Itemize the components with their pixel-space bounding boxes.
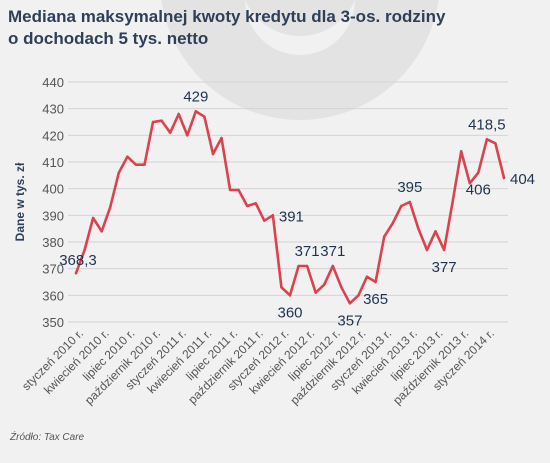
data-point <box>323 283 326 286</box>
data-point <box>117 171 121 174</box>
data-point <box>340 286 343 289</box>
data-point <box>177 112 180 116</box>
data-point <box>160 119 163 122</box>
data-point <box>211 152 215 156</box>
data-point <box>391 222 394 225</box>
data-point <box>100 230 103 233</box>
data-point <box>442 248 446 252</box>
data-point <box>246 204 249 208</box>
data-label: 371 <box>295 243 320 260</box>
data-label: 395 <box>397 179 422 196</box>
data-point <box>263 219 266 222</box>
data-point <box>400 204 403 208</box>
chart-title: Mediana maksymalnej kwoty kredytu dla 3-… <box>8 6 478 50</box>
data-point <box>357 294 360 297</box>
data-point <box>331 264 334 268</box>
data-point <box>203 115 206 118</box>
data-point <box>305 264 309 268</box>
data-point <box>109 206 112 209</box>
data-point <box>468 182 471 185</box>
data-point <box>220 136 223 140</box>
data-label: 371 <box>320 243 345 260</box>
data-point <box>126 155 129 158</box>
data-point <box>83 248 86 252</box>
data-label: 429 <box>183 88 208 105</box>
data-point <box>382 235 386 238</box>
data-label: 360 <box>277 304 302 321</box>
data-point <box>365 275 369 278</box>
y-tick-label: 390 <box>42 208 64 223</box>
data-point <box>194 110 198 113</box>
data-point <box>460 150 463 153</box>
data-label: 368,3 <box>59 252 97 269</box>
data-point <box>143 163 146 166</box>
data-point <box>374 280 377 284</box>
data-label: 406 <box>466 182 491 199</box>
y-tick-label: 440 <box>42 75 64 90</box>
y-tick-label: 360 <box>42 288 64 303</box>
data-label: 377 <box>432 259 457 276</box>
data-point <box>228 188 232 192</box>
y-tick-label: 420 <box>42 128 64 143</box>
data-point <box>502 176 506 180</box>
y-tick-label: 400 <box>42 182 64 197</box>
data-point <box>186 134 189 137</box>
data-point <box>168 131 172 134</box>
y-tick-label: 430 <box>42 102 64 117</box>
y-tick-label: 380 <box>42 235 64 250</box>
source-note: Źródło: Tax Care <box>10 432 85 443</box>
data-point <box>348 302 352 305</box>
data-point <box>434 230 437 233</box>
data-point <box>477 171 480 174</box>
data-point <box>254 202 257 205</box>
data-point <box>280 286 283 289</box>
y-tick-label: 410 <box>42 155 64 170</box>
y-axis-label: Dane w tys. zł <box>13 162 27 241</box>
data-label: 365 <box>363 291 388 308</box>
data-point <box>417 227 420 230</box>
data-point <box>297 264 300 268</box>
data-point <box>134 163 138 166</box>
data-label: 357 <box>337 312 362 329</box>
data-point <box>451 200 454 204</box>
data-point <box>425 248 429 252</box>
y-tick-label: 370 <box>42 262 64 277</box>
data-point <box>74 272 78 275</box>
data-point <box>271 214 275 217</box>
y-tick-label: 350 <box>42 315 64 330</box>
data-point <box>151 120 155 124</box>
data-point <box>494 142 497 145</box>
title-line-1: Mediana maksymalnej kwoty kredytu dla 3-… <box>8 7 446 26</box>
title-line-2: o dochodach 5 tys. netto <box>8 29 209 48</box>
data-label: 418,5 <box>468 116 506 133</box>
data-label: 404 <box>510 171 535 188</box>
data-point <box>288 294 292 297</box>
data-label: 391 <box>279 208 304 225</box>
data-point <box>485 138 489 141</box>
data-point <box>408 200 412 204</box>
data-point <box>314 291 317 294</box>
data-point <box>91 216 95 220</box>
data-point <box>237 188 240 192</box>
